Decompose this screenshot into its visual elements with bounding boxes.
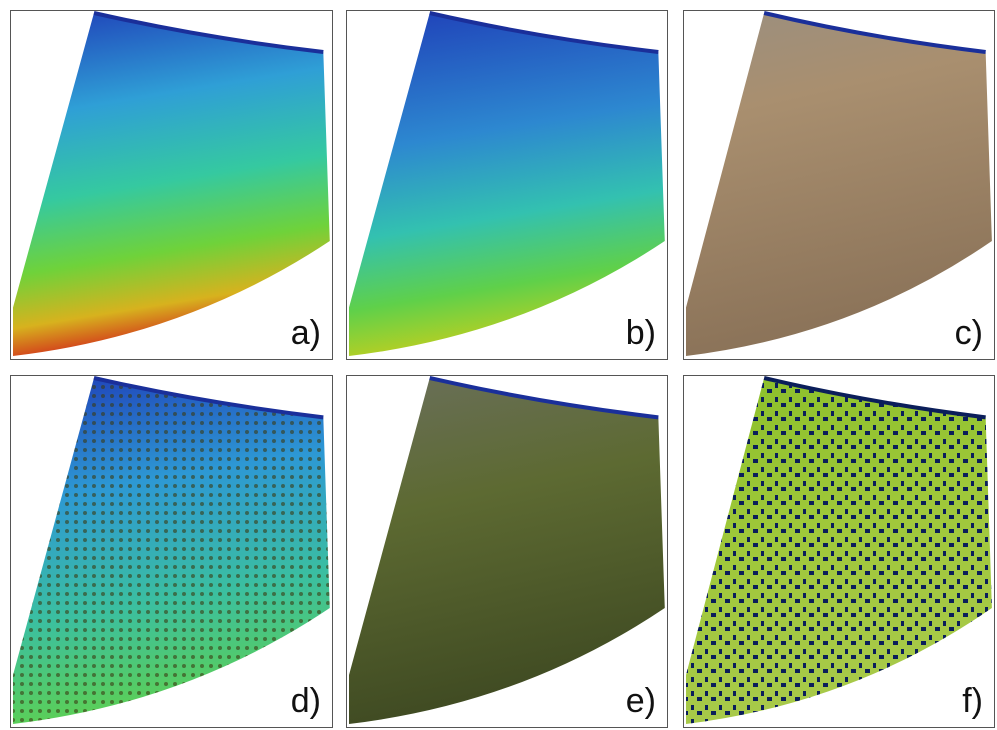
panel-label: a) xyxy=(291,314,321,352)
panel-label: b) xyxy=(626,314,656,352)
panel: f) xyxy=(684,376,995,728)
panel: c) xyxy=(684,11,995,360)
panel-label: c) xyxy=(955,314,983,352)
panel-label: e) xyxy=(626,682,656,720)
panel-label: f) xyxy=(962,682,983,720)
figure: a) b) c) d) e) f) xyxy=(0,0,997,730)
panel: d) xyxy=(11,376,333,728)
panel-label: d) xyxy=(291,682,321,720)
panel: e) xyxy=(347,376,668,728)
panel-grid: a) b) c) d) e) f) xyxy=(11,11,995,728)
panel: b) xyxy=(347,11,668,360)
panel: a) xyxy=(11,11,333,360)
